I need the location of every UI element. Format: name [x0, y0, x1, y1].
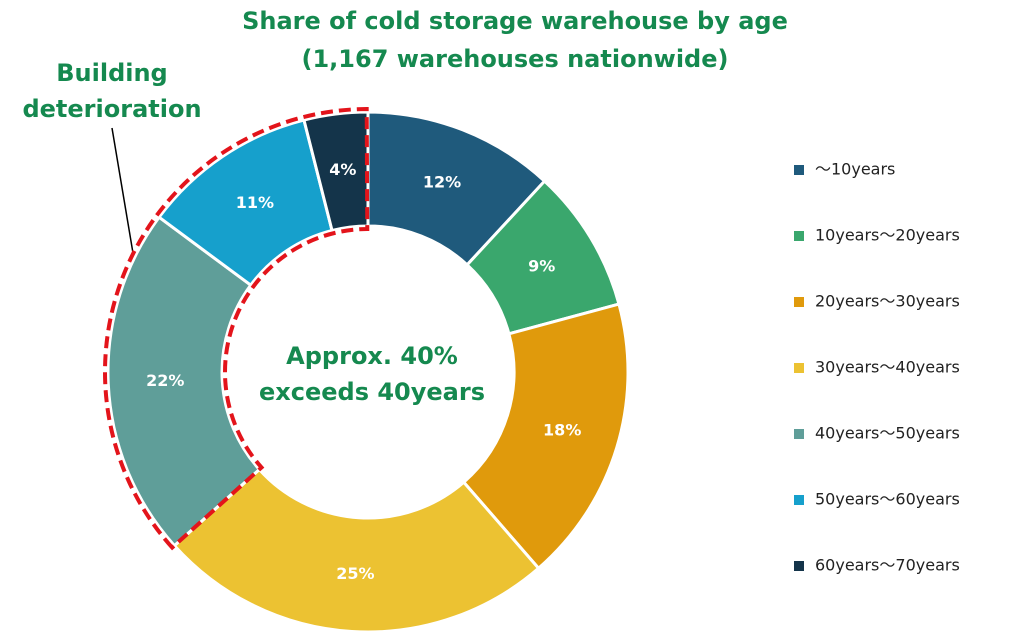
chart-subtitle: (1,167 warehouses nationwide) [302, 45, 729, 73]
data-label: 25% [336, 564, 374, 583]
donut-slice [461, 302, 630, 571]
legend-swatch [794, 561, 804, 571]
legend-swatch [794, 495, 804, 505]
data-label: 11% [236, 193, 274, 212]
annotation: deterioration [22, 95, 201, 123]
legend-label: 30years～40years [815, 358, 960, 377]
legend-swatch [794, 165, 804, 175]
data-label: 12% [423, 172, 461, 191]
data-label: 18% [543, 421, 581, 440]
legend-label: 20years～30years [815, 292, 960, 311]
legend-label: 10years～20years [815, 226, 960, 245]
legend-label: 60years～70years [815, 556, 960, 575]
legend-swatch [794, 363, 804, 373]
annotation-line [111, 127, 136, 266]
legend-label: ～10years [815, 160, 895, 179]
chart-title: Share of cold storage warehouse by age [242, 7, 788, 35]
data-label: 9% [528, 256, 555, 275]
donut-slice [302, 110, 370, 233]
legend-swatch [794, 231, 804, 241]
annotation: Building [56, 59, 168, 87]
donut-slice [106, 215, 262, 548]
legend-swatch [794, 297, 804, 307]
data-label: 22% [146, 371, 184, 390]
donut-slice [172, 467, 541, 631]
center-text: exceeds 40years [259, 378, 485, 406]
center-text: Approx. 40% [286, 342, 458, 370]
legend-label: 40years～50years [815, 424, 960, 443]
data-label: 4% [329, 160, 356, 179]
highlight-outline [103, 106, 370, 551]
legend-label: 50years～60years [815, 490, 960, 509]
legend-swatch [794, 429, 804, 439]
